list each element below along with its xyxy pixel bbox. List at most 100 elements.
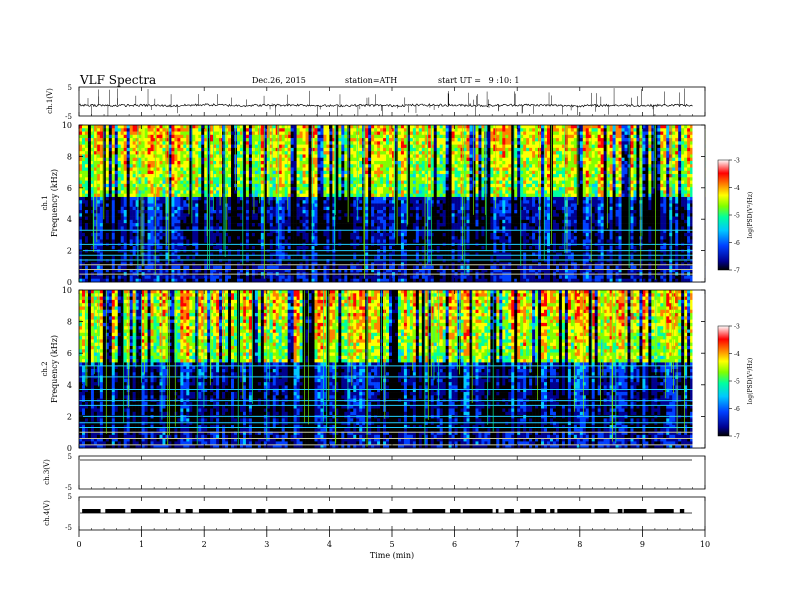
spectrogram-cell <box>126 125 130 129</box>
spectrogram-cell <box>129 180 133 185</box>
spectrogram-cell <box>594 177 598 181</box>
spectrogram-cell <box>335 147 339 152</box>
spectrogram-cell <box>678 147 682 152</box>
spectrogram-cell <box>192 131 196 136</box>
spectrogram-cell <box>430 174 435 178</box>
spectrogram-cell <box>392 183 396 188</box>
spectrogram-cell <box>287 164 291 168</box>
spectrogram-cell <box>314 183 318 188</box>
spectrogram-cell <box>102 187 107 191</box>
spectrogram-cell <box>520 131 524 136</box>
spectrogram-cell <box>123 193 127 198</box>
spectrogram-cell <box>380 125 384 129</box>
spectrogram-cell <box>87 134 92 139</box>
spectrogram-cell <box>353 167 357 172</box>
spectrogram-cell <box>555 183 560 188</box>
spectrogram-cell <box>138 167 142 172</box>
spectrogram-cell <box>523 151 527 155</box>
spectrogram-cell <box>371 144 375 149</box>
spectrogram-cell <box>371 147 375 152</box>
spectrogram-cell <box>138 187 142 191</box>
spectrogram-cell <box>254 187 259 191</box>
ch1-trace-line <box>78 103 693 108</box>
spectrogram-cell <box>210 164 214 168</box>
spectrogram-cell <box>129 174 133 178</box>
spectrogram-cell <box>248 190 253 194</box>
spectrogram-cell <box>260 144 265 149</box>
spectrogram-cell <box>299 125 303 129</box>
spectrogram-cell <box>633 157 637 162</box>
spectrogram-cell <box>651 193 655 198</box>
spectrogram-cell <box>582 180 587 185</box>
spectrogram-cell <box>302 128 306 132</box>
spectrogram-cell <box>129 144 133 149</box>
spectrogram-cell <box>216 167 220 172</box>
spectrogram-cell <box>472 134 476 139</box>
spectrogram-cell <box>579 196 584 201</box>
spectrogram-cell <box>87 174 92 178</box>
spectrogram-cell <box>615 151 619 155</box>
spectrogram-cell <box>573 190 578 194</box>
spectrogram-cell <box>392 193 396 198</box>
spectrogram-cell <box>290 183 294 188</box>
spectrogram-cell <box>177 147 181 152</box>
spectrogram-cell <box>296 144 300 149</box>
spectrogram-cell <box>239 131 244 136</box>
spectrogram-cell <box>272 151 277 155</box>
spectrogram-cell <box>204 183 208 188</box>
spectrogram-cell <box>278 141 282 145</box>
spectrogram-cell <box>618 157 622 162</box>
spectrogram-cell <box>397 125 402 129</box>
spectrogram-cell <box>609 138 613 142</box>
spectrogram-cell <box>633 164 637 168</box>
spectrogram-cell <box>269 131 274 136</box>
spectrogram-cell <box>576 190 581 194</box>
spectrogram-cell <box>478 128 482 132</box>
spectrogram-cell <box>469 167 473 172</box>
spectrogram-cell <box>439 174 443 178</box>
spectrogram-cell <box>84 164 89 168</box>
spectrogram-cell <box>374 160 378 165</box>
spectrogram-cell <box>117 190 122 194</box>
spectrogram-cell <box>150 134 154 139</box>
spectrogram-cell <box>517 131 521 136</box>
spectrogram-cell <box>353 151 357 155</box>
spectrogram-cell <box>123 147 127 152</box>
spectrogram-cell <box>433 183 438 188</box>
spectrogram-cell <box>207 187 211 191</box>
spectrogram-cell <box>690 177 694 181</box>
spectrogram-cell <box>397 180 402 185</box>
spectrogram-cell <box>123 138 127 142</box>
spectrogram-cell <box>338 170 342 175</box>
spectrogram-cell <box>356 183 360 188</box>
spectrogram-cell <box>552 183 557 188</box>
spectrogram-cell <box>383 170 387 175</box>
spectrogram-cell <box>228 131 232 136</box>
spectrogram-cell <box>323 138 327 142</box>
spectrogram-cell <box>111 190 116 194</box>
spectrogram-cell <box>547 147 551 152</box>
spectrogram-cell <box>368 177 372 181</box>
spectrogram-cell <box>648 177 652 181</box>
spectrogram-cell <box>96 183 101 188</box>
spectrogram-cell <box>451 193 455 198</box>
spectrogram-cell <box>541 131 545 136</box>
spectrogram-cell <box>108 151 113 155</box>
spectrogram-cell <box>186 196 190 201</box>
spectrogram-cell <box>448 170 452 175</box>
spectrogram-cell <box>636 154 640 159</box>
spectrogram-cell <box>189 196 193 201</box>
spectrogram-cell <box>529 154 533 159</box>
spectrogram-cell <box>120 177 125 181</box>
spectrogram-cell <box>666 180 670 185</box>
spectrogram-cell <box>284 128 288 132</box>
spectrogram-cell <box>356 187 360 191</box>
spectrogram-cell <box>317 177 321 181</box>
spectrogram-cell <box>210 174 214 178</box>
spectrogram-cell <box>633 183 637 188</box>
spectrogram-cell <box>356 147 360 152</box>
spectrogram-cell <box>335 151 339 155</box>
spectrogram-cell <box>204 154 208 159</box>
spectrogram-cell <box>231 144 235 149</box>
spectrogram-cell <box>651 187 655 191</box>
